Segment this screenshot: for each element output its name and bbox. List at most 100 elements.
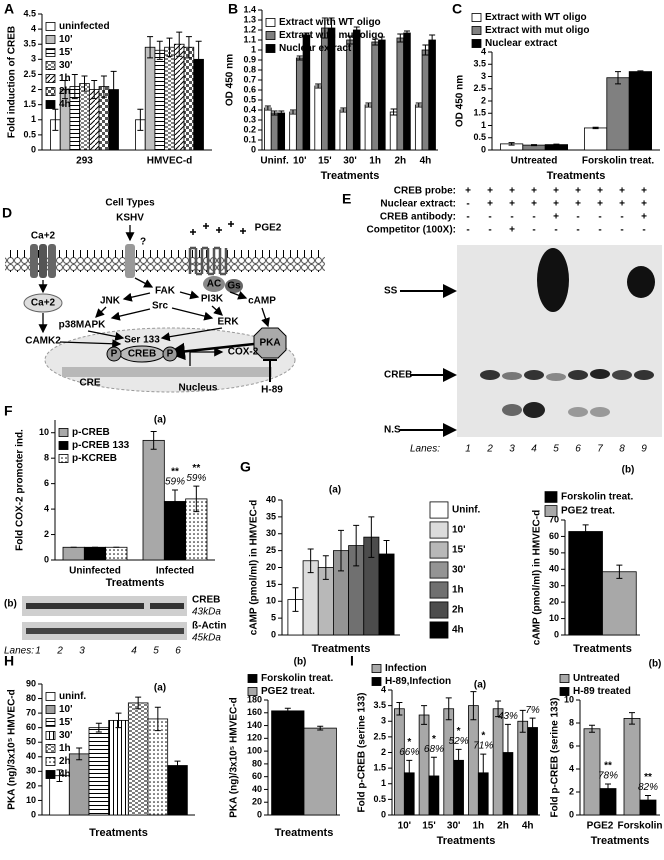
legend-label: Extract with mut oligo (279, 30, 383, 41)
y-tick-label: 20 (549, 597, 559, 607)
sign: - (466, 212, 469, 223)
bar (468, 705, 479, 816)
bar (303, 727, 337, 816)
lane-number: 4 (131, 646, 137, 657)
x-tick-label: 1h (472, 821, 484, 832)
label: H-89 (261, 385, 283, 396)
legend-label: 1h (452, 585, 464, 596)
x-tick-label: 4h (522, 821, 534, 832)
y-tick-label: 80 (252, 758, 262, 768)
y-tick-label: 2.5 (473, 83, 486, 93)
y-tick-label: 3 (31, 54, 36, 64)
lanes-label: Lanes: (4, 646, 34, 657)
y-tick-label: 10 (266, 596, 276, 606)
legend-swatch (45, 74, 56, 83)
x-tick-label: Infected (156, 566, 194, 577)
error-bar (637, 70, 644, 73)
band-label: CREB (384, 370, 412, 381)
blot-panel (22, 596, 187, 640)
significance-label: * (432, 734, 436, 745)
label: Nucleus (179, 383, 218, 394)
arrow (179, 290, 200, 300)
y-tick-label: 4 (44, 503, 49, 513)
error-bar (185, 36, 192, 59)
band (590, 369, 610, 379)
error-bar (95, 722, 102, 733)
percent-label: 7% (525, 705, 540, 716)
error-bar (110, 70, 117, 109)
panel-label: F (4, 403, 13, 419)
error-bar (76, 747, 83, 761)
y-tick-label: 0.5 (23, 129, 36, 139)
y-tick-label: 0 (44, 554, 49, 564)
dna (62, 367, 272, 377)
error-bar (415, 102, 422, 108)
arrow (171, 307, 214, 321)
legend-label: 4h (59, 769, 71, 780)
bar (154, 49, 166, 151)
bar (492, 708, 504, 816)
error-bar (406, 759, 413, 786)
sign: + (487, 186, 493, 197)
bar (270, 112, 279, 151)
error-bar (147, 36, 154, 59)
y-tick-label: 20 (266, 562, 276, 572)
error-bar (397, 33, 404, 43)
legend-label: 30' (59, 730, 73, 741)
legend-swatch (559, 687, 570, 696)
error-bar (403, 30, 410, 36)
band (480, 370, 500, 380)
x-tick-label: 30' (447, 821, 461, 832)
arrow (110, 308, 151, 321)
lane-number: 3 (509, 444, 515, 455)
x-tick-label: 15' (422, 821, 436, 832)
y-axis-title: OD 450 nm (225, 54, 236, 106)
arrow (87, 330, 125, 341)
sign: + (575, 199, 581, 210)
y-tick-label: 10 (26, 795, 36, 805)
y-tick-label: 6 (569, 740, 574, 750)
sign: - (620, 212, 623, 223)
error-bar (508, 142, 515, 146)
error-bar (353, 26, 360, 34)
y-tick-label: 1 (381, 778, 386, 788)
error-bar (56, 769, 63, 783)
y-axis-title: OD 450 nm (455, 75, 466, 127)
bar (142, 439, 165, 561)
y-tick-label: 50 (549, 547, 559, 557)
error-bar (592, 126, 599, 130)
significance-label: * (407, 737, 411, 748)
error-bar (422, 44, 429, 56)
y-tick-label: 35 (266, 511, 276, 521)
bar (428, 39, 436, 151)
band (546, 373, 566, 381)
bar (389, 111, 398, 151)
y-tick-label: 1.3 (243, 14, 256, 24)
legend-swatch (471, 26, 482, 35)
y-tick-label: 3.5 (473, 59, 486, 69)
y-axis-title: cAMP (pmol/ml) in HMVEC-d (249, 500, 260, 635)
legend-label: p-CREB (72, 427, 110, 438)
error-bar (480, 753, 487, 793)
error-bar (504, 723, 511, 782)
y-tick-label: 10 (39, 427, 49, 437)
y-axis-title: Fold p-CREB (serine 133) (357, 692, 368, 812)
x-axis-title: Treatments (573, 643, 632, 655)
label: Ca+2 (31, 298, 56, 309)
inhibition (263, 359, 277, 382)
y-tick-label: 0 (31, 809, 36, 819)
error-bar (71, 73, 78, 100)
bar (421, 49, 430, 151)
error-bar (154, 706, 161, 732)
lane-number: 9 (641, 444, 647, 455)
y-tick-label: 0 (381, 809, 386, 819)
node (23, 293, 63, 313)
error-bar (315, 83, 322, 89)
error-bar (347, 35, 353, 45)
band (590, 407, 610, 417)
y-tick-label: 10 (549, 613, 559, 623)
y-tick-label: 0.8 (243, 64, 256, 74)
error-bar (589, 724, 595, 733)
bar (79, 83, 90, 151)
x-axis-title: Treatments (437, 835, 496, 847)
